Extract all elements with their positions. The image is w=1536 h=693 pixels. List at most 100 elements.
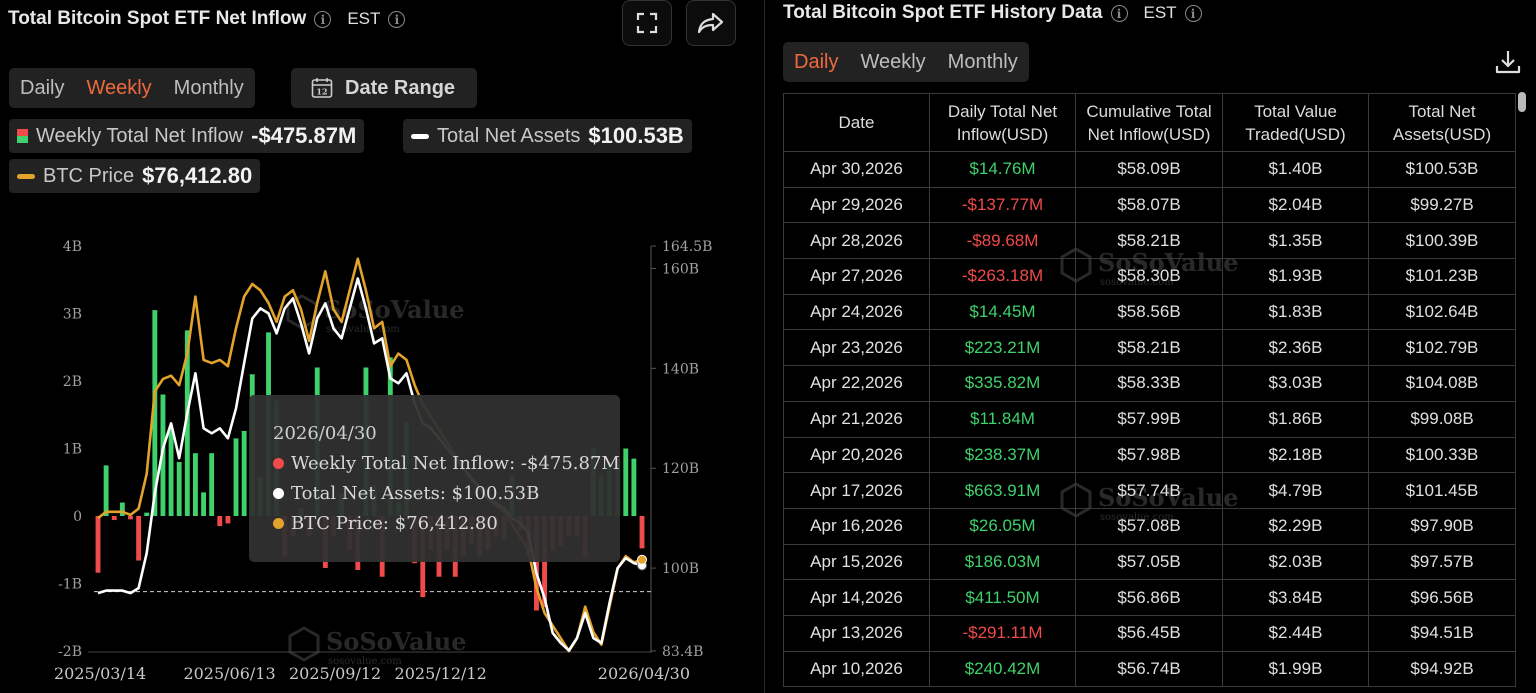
history-period-tabs: Daily Weekly Monthly	[783, 42, 1029, 82]
inflow-bar[interactable]	[95, 516, 101, 573]
inflow-bar[interactable]	[103, 465, 109, 516]
table-scrollbar[interactable]	[1518, 92, 1526, 112]
table-row: Apr 29,2026 -$137.77M $58.07B $2.04B $99.27B	[783, 186, 1516, 224]
cell-date: Apr 20,2026	[783, 436, 930, 474]
legend-assets-label: Total Net Assets	[437, 124, 581, 147]
cell-net-assets: $94.92B	[1368, 650, 1516, 688]
col-net-assets[interactable]: Total Net Assets(USD)	[1368, 93, 1516, 152]
inflow-bar[interactable]	[217, 516, 223, 527]
tab-monthly[interactable]: Monthly	[173, 76, 244, 99]
legend-btc[interactable]: BTC Price $76,412.80	[9, 159, 261, 193]
cell-net-assets: $100.33B	[1368, 436, 1516, 474]
y-left-tick-label: 1B	[63, 442, 82, 458]
cell-cumulative-inflow: $57.99B	[1075, 400, 1223, 438]
y-left-tick-label: 0	[73, 509, 82, 525]
history-tab-daily[interactable]: Daily	[794, 50, 839, 73]
x-tick-label: 2025/12/12	[395, 664, 487, 683]
inflow-bar[interactable]	[534, 516, 539, 611]
timezone-label: EST	[1143, 3, 1177, 22]
calendar-day: 12	[316, 87, 327, 97]
legend-inflow[interactable]: Weekly Total Net Inflow -$475.87M	[9, 119, 365, 153]
inflow-bar[interactable]	[201, 492, 206, 516]
cell-value-traded: $2.29B	[1222, 507, 1369, 545]
inflow-bar[interactable]	[176, 462, 182, 516]
inflow-bar[interactable]	[225, 516, 231, 524]
assets-swatch	[411, 133, 429, 139]
col-value-traded[interactable]: Total Value Traded(USD)	[1222, 93, 1369, 152]
tooltip-btc-text: BTC Price: $76,412.80	[291, 513, 498, 534]
cell-daily-inflow: $11.84M	[929, 400, 1076, 438]
cell-net-assets: $99.08B	[1368, 400, 1516, 438]
y-right-tick-label: 120B	[662, 461, 699, 477]
cell-value-traded: $1.83B	[1222, 293, 1369, 331]
table-row: Apr 15,2026 $186.03M $57.05B $2.03B $97.57B	[783, 543, 1516, 581]
cell-net-assets: $97.57B	[1368, 543, 1516, 581]
table-row: Apr 17,2026 $663.91M $57.74B $4.79B $101.45B	[783, 472, 1516, 509]
inflow-bar[interactable]	[111, 516, 117, 521]
legend-assets-value: $100.53B	[588, 123, 684, 148]
legend-inflow-label: Weekly Total Net Inflow	[36, 124, 244, 147]
inflow-bar[interactable]	[233, 438, 239, 516]
download-icon[interactable]	[1494, 48, 1522, 76]
table-row: Apr 24,2026 $14.45M $58.56B $1.83B $102.64B	[783, 293, 1516, 331]
share-button[interactable]	[686, 0, 736, 46]
date-range-button[interactable]: 12 Date Range	[291, 68, 478, 108]
timezone-info-icon[interactable]: i	[1184, 4, 1202, 22]
legend-btc-value: $76,412.80	[142, 163, 253, 188]
inflow-bar[interactable]	[639, 516, 645, 549]
inflow-bar[interactable]	[128, 516, 133, 520]
calendar-icon: 12	[311, 78, 333, 98]
tab-weekly[interactable]: Weekly	[86, 76, 152, 99]
cell-daily-inflow: $14.45M	[929, 293, 1076, 331]
inflow-bar[interactable]	[168, 428, 174, 516]
legend-btc-label: BTC Price	[43, 164, 135, 187]
fullscreen-icon	[636, 12, 658, 34]
tooltip-assets: Total Net Assets: $100.53B	[273, 483, 539, 504]
inflow-bar[interactable]	[144, 512, 150, 516]
info-icon[interactable]: i	[1110, 4, 1128, 22]
inflow-bar[interactable]	[192, 453, 198, 516]
col-date[interactable]: Date	[783, 93, 930, 152]
inflow-bar[interactable]	[209, 453, 215, 516]
cell-daily-inflow: $186.03M	[929, 543, 1076, 581]
legend-assets[interactable]: Total Net Assets $100.53B	[403, 119, 692, 153]
cell-cumulative-inflow: $58.09B	[1075, 151, 1223, 188]
cell-net-assets: $97.90B	[1368, 507, 1516, 545]
fullscreen-button[interactable]	[622, 0, 672, 46]
history-tab-weekly[interactable]: Weekly	[860, 50, 926, 73]
y-right-tick-label: 164.5B	[662, 239, 712, 255]
cell-date: Apr 30,2026	[783, 151, 930, 188]
inflow-bar[interactable]	[623, 448, 629, 517]
inflow-bar[interactable]	[631, 458, 637, 516]
cell-net-assets: $101.45B	[1368, 472, 1516, 509]
col-daily-inflow[interactable]: Daily Total Net Inflow(USD)	[929, 93, 1076, 152]
cell-value-traded: $2.44B	[1222, 614, 1369, 652]
chart-title-bar: Total Bitcoin Spot ETF Net Inflow i EST …	[8, 8, 406, 30]
inflow-bar[interactable]	[136, 516, 142, 561]
inflow-bar[interactable]	[184, 330, 190, 516]
inflow-bar[interactable]	[152, 310, 158, 516]
cell-cumulative-inflow: $56.45B	[1075, 614, 1223, 652]
tab-daily[interactable]: Daily	[20, 76, 65, 99]
cell-value-traded: $1.35B	[1222, 222, 1369, 260]
cell-cumulative-inflow: $56.86B	[1075, 579, 1223, 616]
cell-cumulative-inflow: $58.33B	[1075, 365, 1223, 402]
cell-date: Apr 17,2026	[783, 472, 930, 509]
period-tabs: Daily Weekly Monthly	[9, 68, 255, 108]
cell-daily-inflow: $663.91M	[929, 472, 1076, 509]
info-icon[interactable]: i	[314, 10, 332, 28]
btc-swatch	[17, 173, 35, 179]
table-row: Apr 28,2026 -$89.68M $58.21B $1.35B $100.39B	[783, 222, 1516, 260]
cell-net-assets: $100.39B	[1368, 222, 1516, 260]
y-left-tick-label: 3B	[63, 307, 82, 323]
history-tab-monthly[interactable]: Monthly	[947, 50, 1018, 73]
cell-daily-inflow: $26.05M	[929, 507, 1076, 545]
timezone-info-icon[interactable]: i	[388, 10, 406, 28]
col-cumulative-inflow[interactable]: Cumulative Total Net Inflow(USD)	[1075, 93, 1223, 152]
y-right-tick-label: 140B	[662, 361, 699, 377]
cell-cumulative-inflow: $58.30B	[1075, 258, 1223, 295]
inflow-bar[interactable]	[241, 430, 247, 516]
cell-daily-inflow: -$291.11M	[929, 614, 1076, 652]
inflow-bar[interactable]	[119, 502, 125, 517]
history-data-panel: Total Bitcoin Spot ETF History Data i ES…	[766, 0, 1536, 693]
